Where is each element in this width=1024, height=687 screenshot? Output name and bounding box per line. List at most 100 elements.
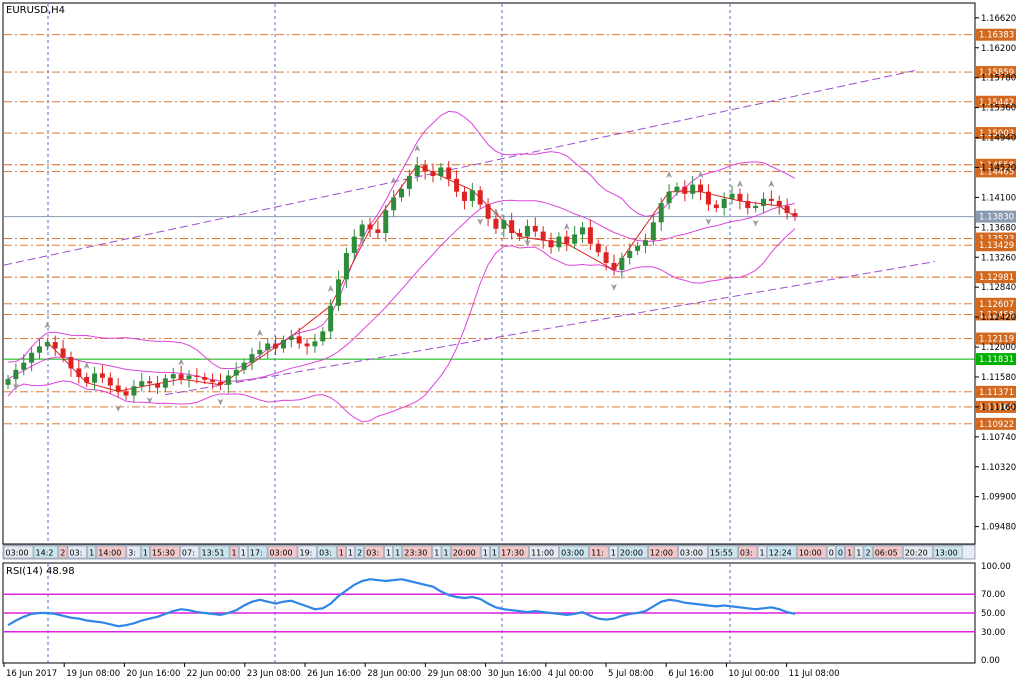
candle-body [603,252,609,263]
ticker-label: 03:00 [6,549,29,558]
candle-body [784,205,790,214]
level-label: 1.16383 [979,31,1014,41]
candle-body [249,354,255,363]
ticker-cell [608,545,618,559]
candle-body [532,225,538,232]
level-label: 1.11831 [979,355,1014,365]
candle-body [587,227,593,244]
candle-body [147,381,153,384]
ticker-label: 14:00 [98,549,121,558]
ticker-cell [480,545,490,559]
ticker-label: 1 [232,549,237,558]
candle-body [524,225,530,237]
level-label: 1.14465 [979,167,1014,177]
candle-body [162,378,168,388]
candle-body [320,331,326,342]
level-tag [976,385,1016,398]
date-tick-label: 16 Jun 2017 [6,669,57,679]
ticker-cell [346,545,355,559]
candle-body [280,339,286,349]
candle-body [422,165,428,172]
fractal-down-icon [524,239,531,247]
ticker-label: 1 [856,549,861,558]
candle-body [642,240,648,246]
candle-body [399,188,404,198]
price-tick-label: 1.16620 [981,14,1016,24]
ticker-cell [87,545,97,559]
candle-body [698,184,704,192]
candle-body [517,233,523,237]
candle-body [729,193,735,199]
candle-body [666,191,672,204]
ticker-label: 13:51 [202,549,225,558]
ticker-cell [826,545,836,559]
candle-body [713,204,719,209]
ticker-cell [199,545,230,559]
ticker-label: 1 [434,549,439,558]
ticker-label: 1 [241,549,246,558]
level-tag [976,239,1016,252]
ticker-cell [490,545,499,559]
candle-body [52,342,58,349]
ticker-cell [902,545,933,559]
date-tick-label: 29 Jun 08:00 [427,669,481,679]
rsi-tick-label: 0.00 [981,656,1000,666]
level-label: 1.10922 [979,420,1014,430]
date-tick-label: 26 Jun 16:00 [307,669,361,679]
ticker-cell [402,545,433,559]
candle-body [92,373,98,383]
ticker-label: 20:20 [905,549,928,558]
candle-body [186,375,192,380]
candle-body [241,362,247,370]
ticker-label: 1 [847,549,852,558]
candle-body [21,362,27,370]
current-price-tag [976,210,1016,223]
ticker-cell [872,545,903,559]
fractal-up-icon [736,180,743,188]
ticker-cell [738,545,758,559]
candle-body [721,198,727,209]
candle-body [383,210,389,234]
ticker-label: 1 [611,549,616,558]
ticker-label: 1 [89,549,94,558]
candle-body [288,336,294,340]
level-tag [976,308,1016,321]
price-tick-label: 1.11580 [981,373,1016,383]
rsi-tick-label: 100.00 [981,562,1011,572]
price-tick-label: 1.14940 [981,134,1016,144]
candle-body [430,171,436,177]
candle-body [753,205,759,209]
level-tag [976,127,1016,140]
level-tag [976,28,1016,41]
ticker-cell [238,545,248,559]
ticker-cell [364,545,384,559]
candle-body [328,305,334,332]
ticker-label: 1 [386,549,391,558]
ticker-label: 1 [143,549,148,558]
fractal-up-icon [256,329,263,337]
candle-body [178,374,184,380]
ticker-label: 14:2 [36,549,54,558]
fractal-up-icon [327,285,334,293]
level-label: 1.15442 [979,98,1014,108]
ticker-cell [432,545,442,559]
ticker-cell [248,545,268,559]
ticker-label: 1 [492,549,497,558]
candle-body [406,176,412,189]
candle-body [414,165,420,177]
candle-body [792,213,798,217]
candle-body [68,357,74,369]
ticker-cell [229,545,239,559]
current-price-label: 1.13830 [979,213,1014,223]
fractal-up-icon [414,144,421,152]
level-tag [976,297,1016,310]
candle-body [454,178,460,192]
ticker-label: 07: [182,549,195,558]
bollinger-lower-band [7,228,796,423]
level-label: 1.13429 [979,241,1014,251]
ticker-label: 15:30 [152,549,175,558]
candle-body [343,252,349,280]
candle-body [202,376,208,380]
candle-body [155,383,161,388]
ticker-label: 20:00 [620,549,643,558]
